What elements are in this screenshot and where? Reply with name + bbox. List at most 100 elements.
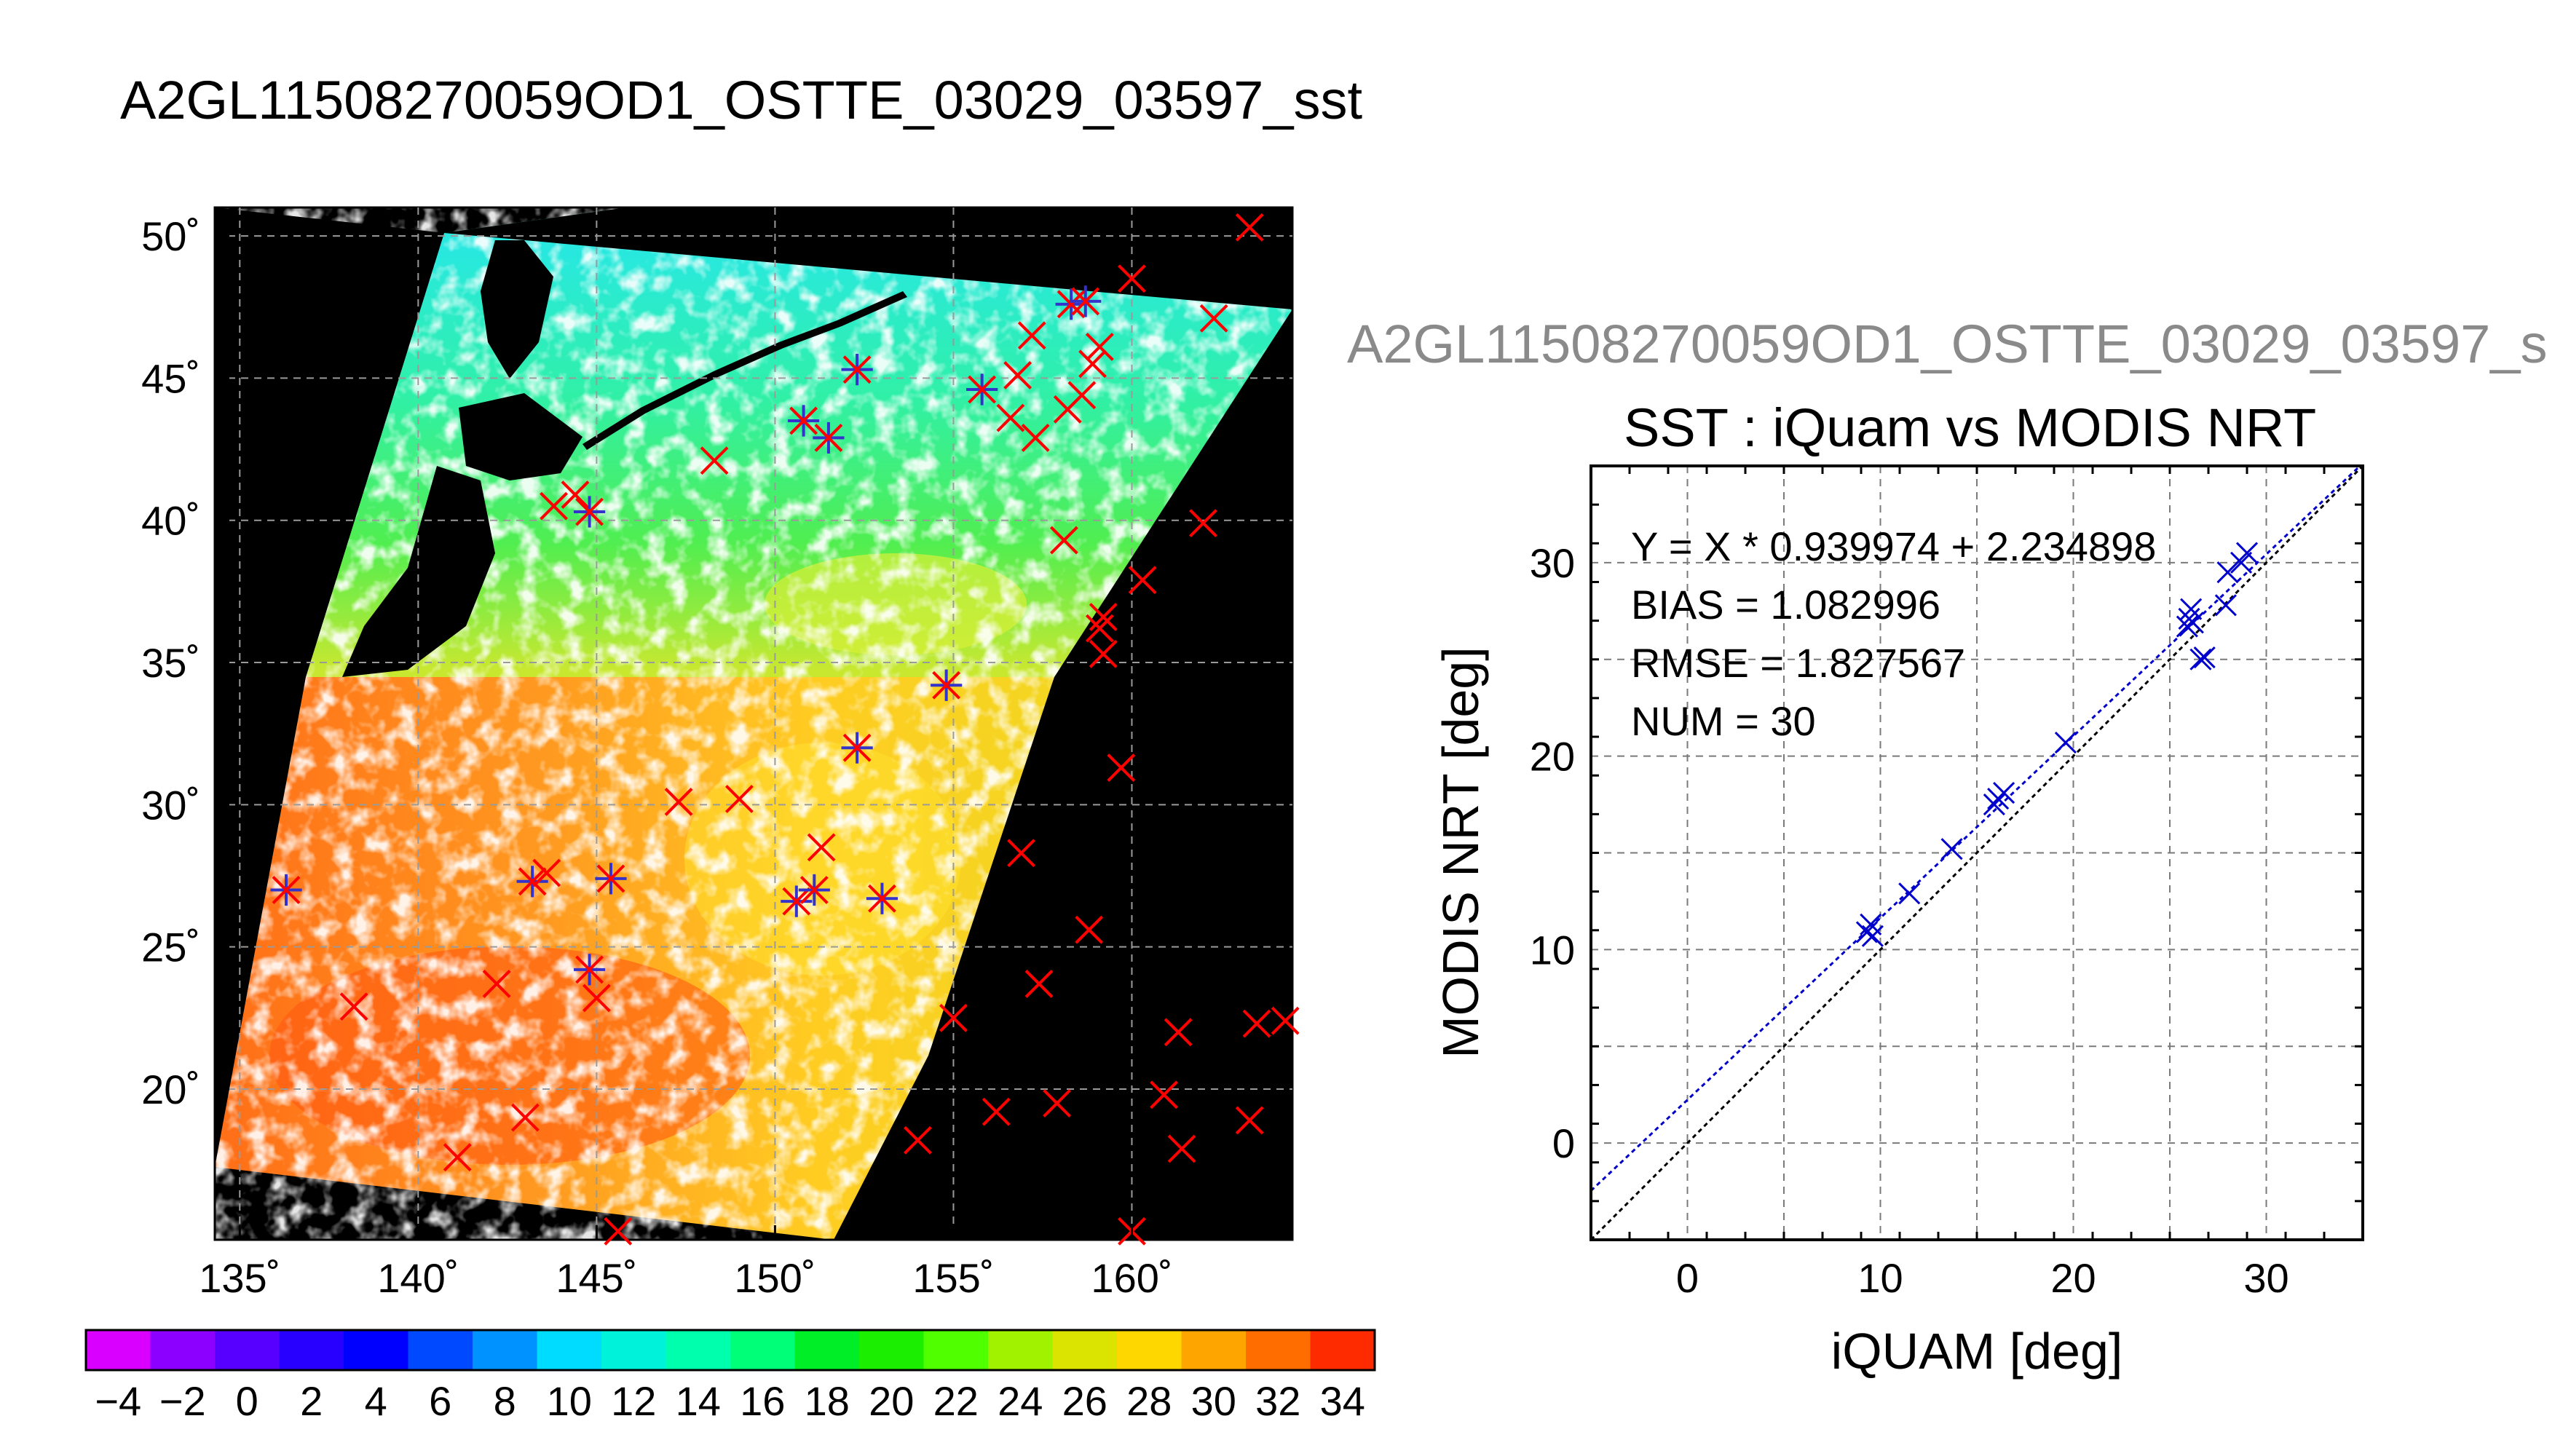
- match-marker-stroke: [932, 670, 961, 700]
- matchup-point-valid: [841, 354, 873, 386]
- scatter-point-stroke: [2181, 612, 2204, 634]
- scatter-point: [2193, 646, 2216, 669]
- matchup-point: [1049, 526, 1078, 555]
- map-x-tick-label: 140˚: [377, 1255, 459, 1301]
- colorbar-cell: [1181, 1330, 1247, 1370]
- match-marker-stroke: [1071, 287, 1100, 316]
- colorbar-tick-label: −2: [159, 1378, 206, 1424]
- matchup-point: [996, 403, 1025, 432]
- scatter-point-stroke: [2176, 615, 2198, 638]
- scatter-point-stroke: [2193, 646, 2216, 669]
- colorbar-cell: [1117, 1330, 1182, 1370]
- matchup-point: [1021, 423, 1050, 452]
- match-marker-stroke: [1007, 839, 1035, 868]
- swath-edge-east: [834, 309, 1292, 1240]
- match-marker-stroke: [518, 867, 547, 896]
- matchup-point-valid: [573, 954, 606, 986]
- colorbar-cell: [1310, 1330, 1375, 1370]
- match-marker-stroke: [1118, 264, 1146, 293]
- map-y-tick-label: 30˚: [141, 782, 200, 828]
- matchup-point: [1089, 603, 1118, 631]
- matchup-point-valid: [966, 373, 998, 405]
- regression-equation: Y = X * 0.939974 + 2.234898: [1631, 523, 2156, 569]
- matchup-point: [582, 984, 611, 1013]
- scatter-y-tick-label: 0: [1552, 1120, 1575, 1166]
- match-marker-stroke: [443, 1143, 472, 1172]
- scatter-point: [1993, 782, 2015, 804]
- matchup-point: [532, 858, 561, 887]
- matchup-point-valid: [573, 496, 606, 528]
- colorbar-tick-label: 16: [740, 1378, 785, 1424]
- matchup-point: [904, 1125, 932, 1155]
- scatter-title: SST : iQuam vs MODIS NRT: [1624, 397, 2317, 458]
- scatter-point-stroke: [2216, 561, 2239, 584]
- colorbar-frame: [84, 1329, 1376, 1372]
- land-honshu: [342, 466, 495, 677]
- matchup-point: [510, 1103, 540, 1132]
- colorbar-tick-label: 8: [494, 1378, 516, 1424]
- matchup-point-valid: [270, 874, 302, 906]
- colorbar-cell: [344, 1330, 409, 1370]
- sst-map: 135˚ 140˚ 145˚ 150˚ 155˚ 160˚ 50˚ 45˚ 40˚ 35˚ 30˚…: [141, 206, 1300, 1301]
- match-marker-stroke: [968, 375, 997, 404]
- colorbar-tick-labels: −4 −2 0 2 4 6 8 10 12 14 16 18 20 22 24 26 28 30 32 34: [95, 1378, 1365, 1424]
- matchup-point: [1242, 1009, 1271, 1038]
- map-x-tick-label: 150˚: [734, 1255, 816, 1301]
- num-stat: NUM = 30: [1631, 698, 1816, 744]
- scatter-y-tick-label: 10: [1530, 927, 1575, 973]
- colorbar-cell: [859, 1330, 925, 1370]
- map-x-tick-label: 155˚: [912, 1255, 994, 1301]
- match-marker-stroke: [1085, 332, 1114, 361]
- land-hokkaido: [459, 393, 583, 480]
- match-marker-stroke: [939, 1003, 968, 1032]
- matchup-point: [561, 480, 590, 509]
- scatter-point-stroke: [1855, 921, 1879, 943]
- colorbar-cell: [730, 1330, 796, 1370]
- scatter-point: [2235, 542, 2259, 564]
- swath-edge-west: [215, 207, 444, 1167]
- matchup-point: [1007, 839, 1035, 868]
- match-marker-stroke: [1235, 1106, 1264, 1135]
- colorbar-cell: [988, 1330, 1054, 1370]
- match-marker-stroke: [1164, 1018, 1193, 1047]
- matchup-point: [1075, 915, 1104, 944]
- scatter-point: [2054, 731, 2077, 754]
- scatter-point-stroke: [2180, 598, 2203, 620]
- scatter-point: [2216, 561, 2239, 584]
- match-marker-stroke: [1085, 614, 1114, 643]
- map-x-tick-label: 160˚: [1091, 1255, 1172, 1301]
- match-marker-stroke: [1235, 213, 1264, 242]
- match-marker-stroke: [1199, 304, 1228, 333]
- colorbar-cells: [86, 1330, 1375, 1370]
- match-marker-stroke: [604, 1216, 633, 1246]
- match-marker-stroke: [1078, 349, 1107, 379]
- map-frame: [213, 206, 1294, 1241]
- match-marker-stroke: [1089, 603, 1118, 631]
- matchup-point: [1118, 264, 1146, 293]
- map-y-tick-label: 35˚: [141, 640, 200, 686]
- matchup-point: [339, 992, 368, 1021]
- match-marker-stroke: [339, 992, 368, 1021]
- matchup-point-valid: [841, 732, 873, 764]
- scatter-point-stroke: [2189, 648, 2212, 670]
- matchup-point-valid: [931, 669, 963, 701]
- scatter-point-stroke: [2235, 542, 2259, 564]
- match-marker-stroke: [575, 497, 604, 526]
- matchup-point: [443, 1143, 472, 1172]
- match-marker-stroke: [1021, 423, 1050, 452]
- overlay-title: A2GL11508270059OD1_OSTTE_03029_03597_s: [1347, 314, 2548, 374]
- matchup-point: [1164, 1018, 1193, 1047]
- match-marker-stroke: [724, 785, 754, 813]
- match-marker-stroke: [510, 1103, 540, 1132]
- colorbar-tick-label: 2: [300, 1378, 323, 1424]
- match-marker-stroke: [1150, 1080, 1178, 1109]
- match-marker-stroke: [807, 833, 836, 862]
- matchup-point: [982, 1097, 1011, 1126]
- matchup-point: [1150, 1080, 1178, 1109]
- matchup-point: [1089, 639, 1118, 668]
- map-y-tick-label: 40˚: [141, 498, 200, 544]
- main-title: A2GL11508270059OD1_OSTTE_03029_03597_sst: [120, 70, 1363, 130]
- land-sakhalin: [481, 240, 553, 379]
- matchup-point: [724, 785, 754, 813]
